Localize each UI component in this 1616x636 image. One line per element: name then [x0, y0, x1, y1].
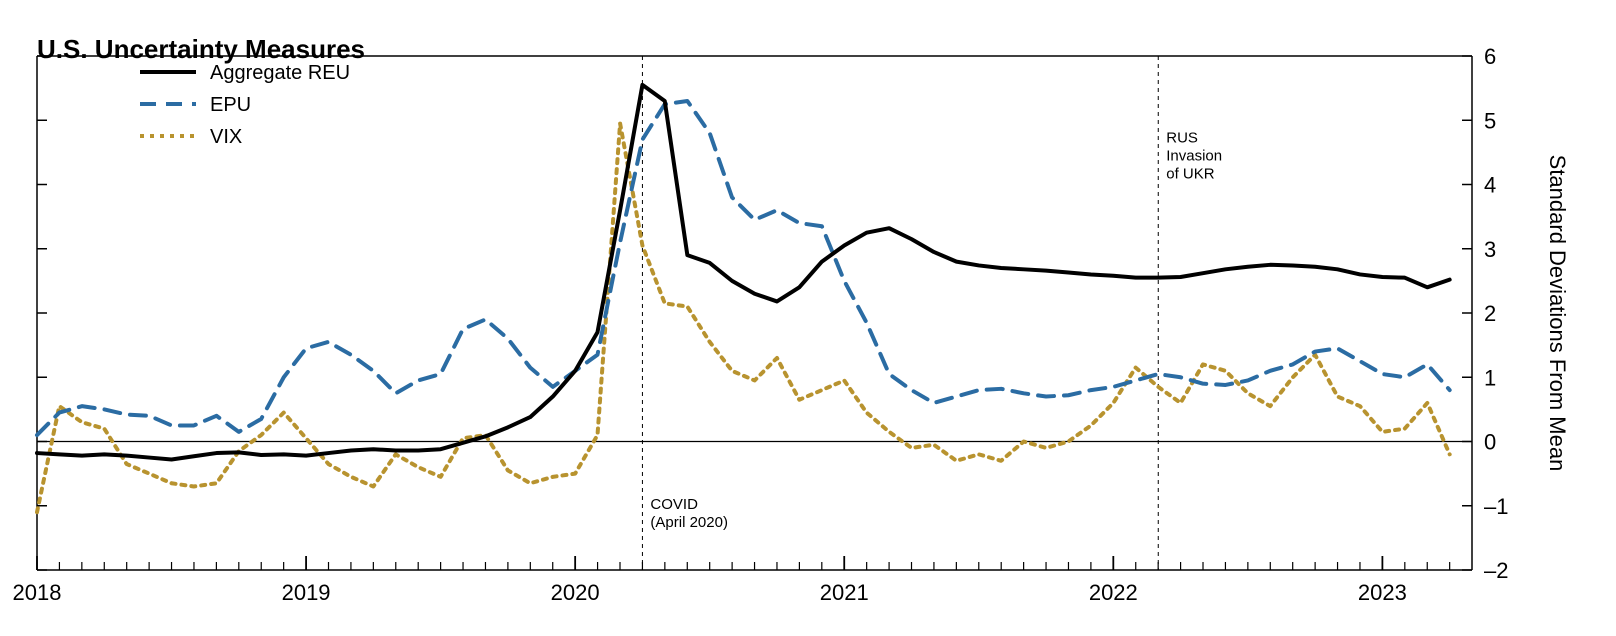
y-tick-label: –1 [1484, 494, 1508, 519]
event-label: RUS [1166, 130, 1198, 147]
x-tick-label: 2023 [1358, 580, 1407, 605]
y-tick-label: 4 [1484, 173, 1496, 198]
y-tick-label: 1 [1484, 365, 1496, 390]
x-tick-label: 2020 [551, 580, 600, 605]
y-tick-label: –2 [1484, 558, 1508, 583]
legend-label: VIX [210, 126, 242, 148]
x-tick-label: 2022 [1089, 580, 1138, 605]
event-label: (April 2020) [650, 514, 728, 531]
event-label: of UKR [1166, 166, 1215, 183]
legend-label: EPU [210, 94, 251, 116]
chart-canvas: –2 –1 0 1 2 3 4 5 6 Standard Deviations From Mean… [0, 0, 1616, 636]
y-tick-label: 5 [1484, 108, 1496, 133]
x-tick-label: 2019 [282, 580, 331, 605]
event-label: COVID [650, 496, 698, 513]
x-tick-label: 2018 [13, 580, 62, 605]
y-axis-title: Standard Deviations From Mean [1545, 155, 1570, 472]
series-reu [37, 85, 1450, 460]
y-tick-label: 0 [1484, 430, 1496, 455]
y-tick-label: 3 [1484, 237, 1496, 262]
x-tick-label: 2021 [820, 580, 869, 605]
event-label: Invasion [1166, 148, 1222, 165]
legend-label: Aggregate REU [210, 62, 350, 84]
y-tick-label: 6 [1484, 44, 1496, 69]
y-tick-label: 2 [1484, 301, 1496, 326]
